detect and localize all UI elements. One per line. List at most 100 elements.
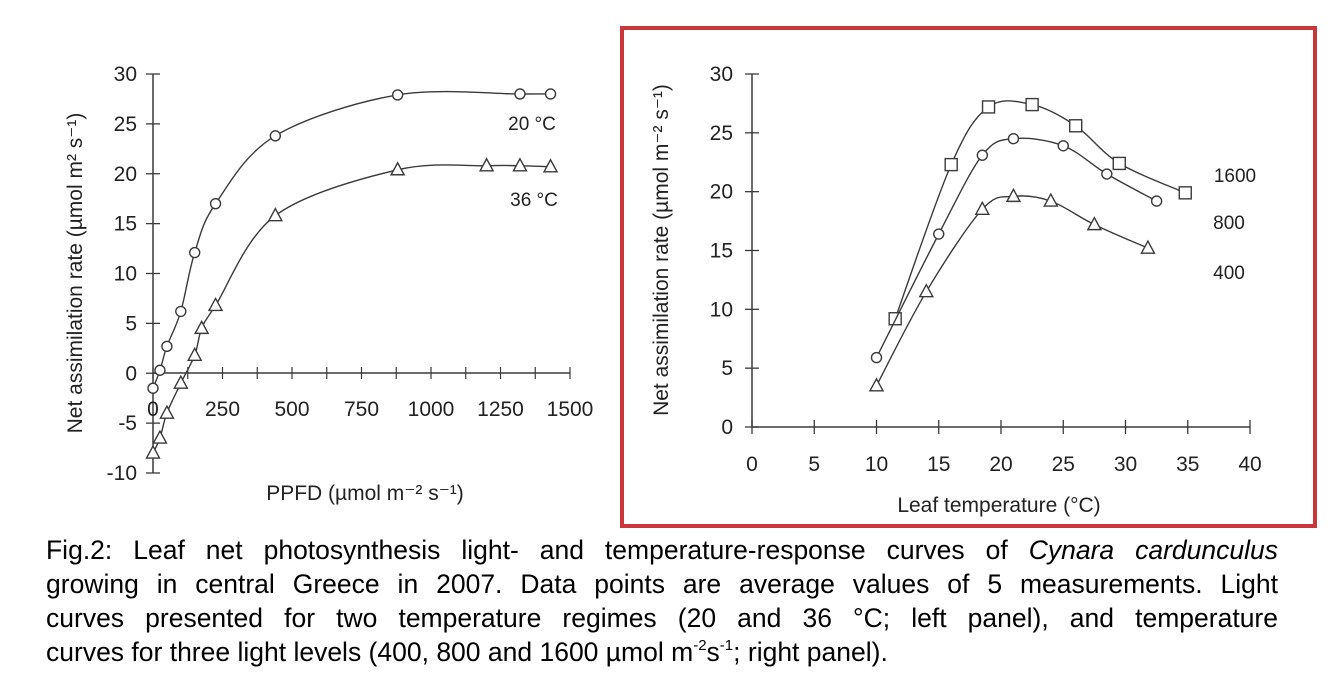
y-tick-label: -10 <box>107 462 137 485</box>
y-tick-label: 10 <box>114 263 137 286</box>
x-axis-title: PPFD (µmol m⁻² s⁻¹) <box>266 482 464 505</box>
figure: -10 -5 0 5 10 15 20 25 30 0 250 500 750 1000 1250 1500 P… <box>64 26 1317 528</box>
x-tick-label: 1250 <box>477 398 524 421</box>
caption-species: Cynara cardunculus <box>1028 535 1278 565</box>
data-point <box>868 377 885 392</box>
data-point <box>1112 156 1126 171</box>
series-label: 1600 <box>1214 166 1256 187</box>
data-point <box>944 157 958 172</box>
data-point <box>159 404 175 419</box>
data-point <box>1150 195 1163 207</box>
data-point <box>175 305 187 318</box>
y-tick-label: 5 <box>125 312 137 335</box>
data-point <box>1005 187 1022 203</box>
caption-line-4: curves for three light levels (400, 800 … <box>46 635 1278 669</box>
data-point <box>145 444 161 459</box>
data-point <box>1086 216 1103 231</box>
x-tick-label: 15 <box>927 453 950 476</box>
data-point <box>933 228 945 240</box>
series-800: 800 <box>870 133 1245 364</box>
y-axis-title: Net assimilation rate (µmol m⁻² s⁻¹) <box>650 84 673 416</box>
y-tick-label: 15 <box>710 240 733 263</box>
series-label: 36 °C <box>510 190 558 211</box>
caption-text: Fig.2: Leaf net photosynthesis light- an… <box>46 535 1029 565</box>
data-point <box>269 130 282 142</box>
series-36-C: 36 °C <box>145 157 559 459</box>
x-tick-label: 500 <box>274 398 309 421</box>
data-point <box>1101 168 1113 180</box>
y-tick-label: 25 <box>114 113 137 136</box>
y-tick-label: 0 <box>125 362 137 385</box>
data-point <box>187 346 203 361</box>
data-point <box>514 88 526 100</box>
data-point <box>1057 140 1069 152</box>
x-tick-label: 30 <box>1114 453 1137 476</box>
data-point <box>1007 133 1020 145</box>
series-1600: 1600 <box>888 97 1256 326</box>
series-20-C: 20 °C <box>147 88 557 394</box>
series-line <box>152 90 551 389</box>
x-tick-label: 1500 <box>547 398 594 421</box>
caption-line-3: curves presented for two temperature reg… <box>46 603 1278 633</box>
caption-text: s <box>706 637 720 667</box>
caption-line-2: growing in central Greece in 2007. Data … <box>46 569 1278 599</box>
series-line <box>875 195 1149 387</box>
data-point <box>976 149 989 161</box>
x-tick-label: 10 <box>865 453 888 476</box>
y-tick-label: 30 <box>114 63 137 86</box>
y-tick-label: 20 <box>710 181 733 204</box>
series-400: 400 <box>868 187 1245 392</box>
series-label: 800 <box>1213 213 1245 234</box>
series-label: 400 <box>1213 263 1245 284</box>
x-tick-label: 0 <box>147 398 159 421</box>
y-tick-label: 0 <box>721 416 733 439</box>
x-tick-label: 20 <box>989 453 1012 476</box>
data-point <box>870 351 883 364</box>
data-point <box>918 283 934 298</box>
y-tick-label: 10 <box>710 298 733 321</box>
data-point <box>544 88 557 100</box>
x-tick-label: 35 <box>1176 453 1199 476</box>
data-point <box>267 207 283 222</box>
y-tick-label: 20 <box>114 163 137 186</box>
highlight-frame <box>620 26 1317 528</box>
data-point <box>1068 119 1083 133</box>
x-axis-title: Leaf temperature (°C) <box>897 494 1100 517</box>
y-tick-label: 15 <box>114 213 137 236</box>
x-tick-label: 750 <box>344 398 379 421</box>
data-point <box>188 246 201 259</box>
data-point <box>152 429 168 444</box>
data-point <box>207 296 224 312</box>
data-point <box>193 319 210 335</box>
x-tick-label: 5 <box>808 453 820 476</box>
data-point <box>542 158 559 173</box>
caption-text: ; right panel). <box>733 637 888 667</box>
y-tick-label: 5 <box>721 357 733 380</box>
series-line <box>875 137 1157 358</box>
data-point <box>1043 192 1059 207</box>
figure-caption: Fig.2: Leaf net photosynthesis light- an… <box>46 533 1278 669</box>
series-line <box>894 100 1186 319</box>
data-point <box>391 89 404 101</box>
caption-superscript: -1 <box>719 637 734 654</box>
chart-panel-temperature-response: 0 5 10 15 20 25 30 0 5 10 15 20 25 30 35 40 Leaf tempera… <box>650 63 1262 517</box>
data-point <box>512 157 528 172</box>
x-tick-label: 25 <box>1052 453 1075 476</box>
data-point <box>1140 239 1156 254</box>
y-axis-title: Net assimilation rate (µmol m² s⁻¹) <box>64 113 87 434</box>
caption-line-1: Fig.2: Leaf net photosynthesis light- an… <box>46 533 1278 567</box>
y-tick-label: -5 <box>118 412 137 435</box>
data-point <box>173 374 189 389</box>
caption-superscript: -2 <box>693 637 707 654</box>
x-tick-label: 1000 <box>408 398 455 421</box>
data-point <box>478 157 495 172</box>
data-point <box>209 197 222 210</box>
x-tick-label: 40 <box>1238 453 1261 476</box>
data-point <box>981 100 996 114</box>
y-tick-label: 25 <box>710 122 733 145</box>
data-point <box>1025 97 1039 112</box>
chart-panel-light-response: -10 -5 0 5 10 15 20 25 30 0 250 500 750 1000 1250 1500 P… <box>64 63 593 505</box>
x-tick-label: 250 <box>205 398 240 421</box>
y-tick-label: 30 <box>710 63 733 86</box>
